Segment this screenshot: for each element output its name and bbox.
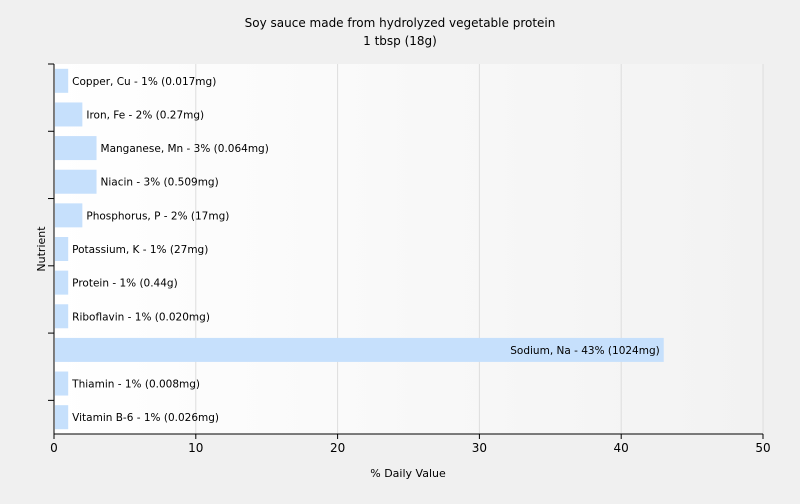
- bar: [55, 270, 69, 295]
- data-label: Iron, Fe - 2% (0.27mg): [86, 109, 204, 121]
- data-label: Protein - 1% (0.44g): [72, 278, 178, 290]
- axes: [48, 63, 764, 439]
- x-tick-label: 0: [50, 441, 58, 455]
- data-label: Sodium, Na - 43% (1024mg): [510, 345, 659, 357]
- data-label: Potassium, K - 1% (27mg): [72, 244, 208, 256]
- data-label: Thiamin - 1% (0.008mg): [71, 379, 200, 391]
- chart-title: Soy sauce made from hydrolyzed vegetable…: [245, 16, 556, 30]
- bars: Copper, Cu - 1% (0.017mg) Iron, Fe - 2% (…: [55, 68, 664, 430]
- chart-subtitle: 1 tbsp (18g): [363, 34, 437, 48]
- bar: [55, 136, 97, 161]
- bar: [55, 102, 83, 127]
- x-tick-label: 40: [614, 441, 629, 455]
- x-tick-label: 30: [472, 441, 487, 455]
- x-tick-label: 10: [188, 441, 203, 455]
- data-label: Phosphorus, P - 2% (17mg): [86, 210, 229, 222]
- bar: [55, 371, 69, 396]
- grid-lines: [195, 64, 764, 434]
- x-tick-label: 50: [755, 441, 770, 455]
- data-label: Copper, Cu - 1% (0.017mg): [72, 76, 216, 88]
- bar: [55, 304, 69, 329]
- bar: [55, 337, 664, 362]
- bar: [55, 68, 69, 93]
- bar: [55, 237, 69, 261]
- x-axis-label: % Daily Value: [370, 467, 446, 480]
- x-tick-label: 20: [330, 441, 345, 455]
- plot-area: [54, 64, 763, 434]
- data-label: Niacin - 3% (0.509mg): [101, 177, 219, 189]
- data-label: Manganese, Mn - 3% (0.064mg): [101, 143, 269, 155]
- y-axis-label: Nutrient: [35, 226, 48, 272]
- x-tick-labels: 0 10 20 30 40 50: [50, 441, 770, 455]
- bar: [55, 203, 83, 228]
- bar: [55, 405, 69, 430]
- data-label: Vitamin B-6 - 1% (0.026mg): [72, 412, 219, 424]
- data-label: Riboflavin - 1% (0.020mg): [72, 311, 210, 323]
- bar: [55, 169, 97, 194]
